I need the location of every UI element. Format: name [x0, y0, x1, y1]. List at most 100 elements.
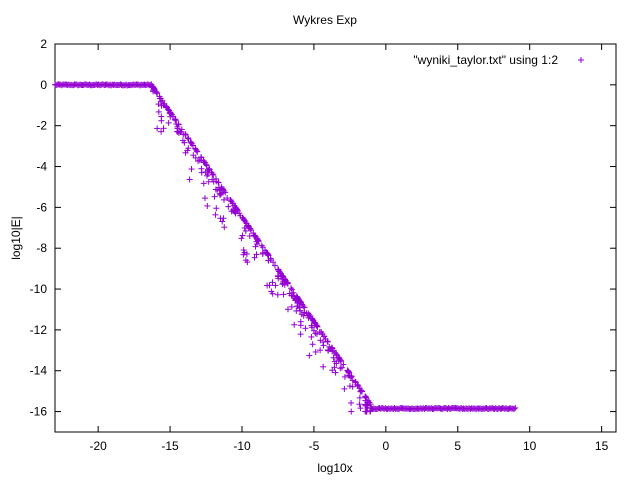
data-point — [154, 125, 161, 132]
y-tick-label: -10 — [30, 282, 48, 296]
data-point — [310, 327, 317, 334]
data-point — [158, 113, 165, 120]
data-point — [167, 109, 174, 116]
data-point — [254, 236, 261, 243]
y-tick-label: 0 — [40, 78, 47, 92]
data-point — [216, 187, 223, 194]
data-point — [167, 110, 174, 117]
data-point — [153, 88, 160, 95]
data-point — [312, 348, 319, 355]
data-point — [192, 146, 199, 153]
x-axis: -20 -15 -10 -5 0 5 10 15 — [89, 44, 609, 453]
data-point — [286, 290, 293, 297]
data-point — [346, 383, 353, 390]
data-point — [280, 273, 287, 280]
plot-frame — [54, 43, 617, 433]
data-point — [171, 116, 178, 123]
data-point — [150, 84, 157, 91]
data-point — [165, 119, 172, 126]
data-point — [345, 368, 352, 375]
data-point — [301, 304, 308, 311]
data-point — [340, 361, 347, 368]
data-point — [264, 282, 271, 289]
data-point — [284, 279, 291, 286]
data-point — [306, 311, 313, 318]
data-series — [52, 81, 519, 415]
data-point — [302, 325, 309, 332]
data-point — [253, 251, 260, 258]
data-point — [216, 184, 223, 191]
data-point — [155, 108, 162, 115]
data-point — [511, 405, 518, 412]
data-point — [271, 262, 278, 269]
data-point — [363, 394, 370, 401]
data-point — [341, 373, 348, 380]
data-point — [190, 152, 197, 159]
data-point — [209, 171, 216, 178]
data-point — [272, 282, 279, 289]
data-point — [308, 333, 315, 340]
data-point — [358, 388, 365, 395]
data-point — [219, 218, 226, 225]
data-point — [333, 351, 340, 358]
data-point — [242, 218, 249, 225]
data-point — [252, 243, 259, 250]
data-point — [184, 134, 191, 141]
data-point — [174, 128, 181, 135]
data-point — [209, 176, 216, 183]
x-tick-label: -10 — [233, 439, 251, 453]
data-point — [220, 215, 227, 222]
data-point — [337, 365, 344, 372]
x-tick-label: -15 — [161, 439, 179, 453]
data-point — [289, 286, 296, 293]
data-point — [186, 176, 193, 183]
data-point — [348, 399, 355, 406]
data-point — [247, 225, 254, 232]
data-point — [258, 242, 265, 249]
data-point — [160, 125, 167, 132]
y-tick-label: -8 — [36, 241, 47, 255]
data-point — [201, 195, 208, 202]
data-point — [246, 233, 253, 240]
data-point — [253, 235, 260, 242]
data-point — [239, 232, 246, 239]
data-point — [212, 211, 219, 218]
data-point — [297, 322, 304, 329]
y-tick-label: -14 — [30, 364, 48, 378]
data-point — [156, 93, 163, 100]
data-point — [195, 158, 202, 165]
data-point — [354, 382, 361, 389]
y-tick-label: -6 — [36, 200, 47, 214]
data-point — [332, 369, 339, 376]
data-point — [182, 149, 189, 156]
data-point — [317, 347, 324, 354]
y-tick-label: -12 — [30, 323, 48, 337]
data-point — [284, 306, 291, 313]
y-tick-label: 2 — [40, 37, 47, 51]
data-point — [185, 145, 192, 152]
data-point — [225, 203, 232, 210]
data-point — [267, 255, 274, 262]
data-point — [293, 307, 300, 314]
data-point — [352, 378, 359, 385]
chart-title: Wykres Exp — [293, 13, 357, 27]
data-point — [251, 254, 258, 261]
data-point — [324, 338, 331, 345]
x-tick-label: 10 — [523, 439, 537, 453]
data-point — [259, 251, 266, 258]
legend-plus-icon — [578, 57, 584, 63]
data-point — [275, 273, 282, 280]
data-point — [236, 210, 243, 217]
data-point — [300, 312, 307, 319]
data-point — [333, 360, 340, 367]
x-tick-label: -5 — [309, 439, 320, 453]
data-point — [219, 186, 226, 193]
data-point — [228, 208, 235, 215]
data-point — [215, 179, 222, 186]
data-point — [309, 324, 316, 331]
data-point — [204, 172, 211, 179]
data-point — [362, 397, 369, 404]
data-point — [244, 222, 251, 229]
data-point — [190, 142, 197, 149]
